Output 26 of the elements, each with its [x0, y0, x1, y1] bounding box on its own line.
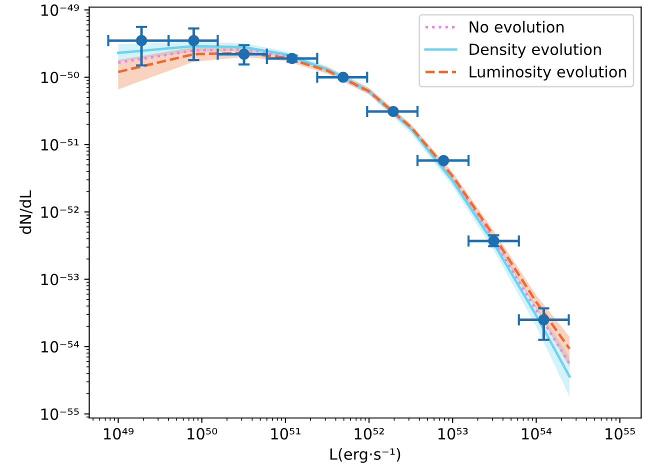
x-tick-label: 10⁵²: [354, 428, 384, 440]
y-tick-label: 10⁻⁵⁵: [41, 408, 79, 420]
x-tick-label: 10⁵¹: [271, 428, 300, 440]
x-axis-title: L(erg·s⁻¹): [330, 448, 400, 463]
legend-label: Density evolution: [470, 43, 601, 58]
point: [338, 72, 349, 83]
point: [238, 48, 250, 60]
x-tick-label: 10⁵⁵: [606, 428, 635, 440]
y-tick-label: 10⁻⁵¹: [41, 139, 79, 151]
point: [136, 35, 148, 46]
legend-label: Luminosity evolution: [470, 66, 626, 81]
x-tick-label: 10⁵⁰: [188, 428, 218, 440]
point: [188, 35, 200, 46]
y-tick-label: 10⁻⁴⁹: [41, 4, 79, 16]
y-tick-label: 10⁻⁵⁰: [41, 72, 79, 84]
point: [538, 314, 550, 326]
x-tick-label: 10⁵⁴: [522, 428, 552, 440]
point: [438, 154, 450, 166]
y-tick-label: 10⁻⁵⁴: [41, 341, 80, 353]
legend-label: No evolution: [470, 20, 564, 33]
y-tick-label: 10⁻⁵³: [41, 274, 79, 286]
x-tick-label: 10⁵³: [438, 428, 468, 440]
point: [388, 106, 399, 118]
y-axis-title: dN/dL: [19, 190, 32, 234]
y-tick-label: 10⁻⁵²: [41, 206, 79, 218]
x-tick-label: 10⁴⁹: [104, 428, 134, 440]
